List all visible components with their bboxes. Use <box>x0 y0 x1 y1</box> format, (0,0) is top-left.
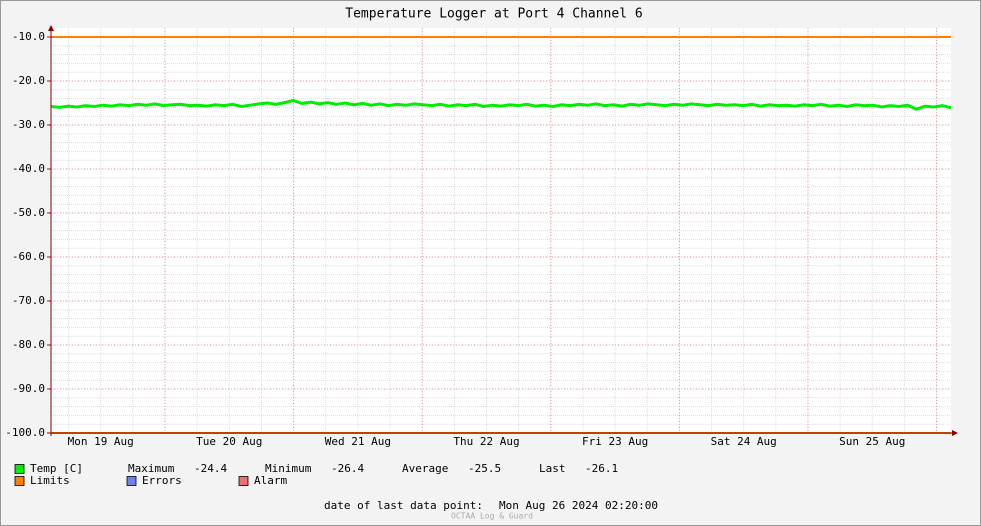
x-tick-label: Sun 25 Aug <box>839 435 905 448</box>
stat-value: -26.4 <box>331 462 364 475</box>
legend-swatch <box>126 476 137 486</box>
stat-label: Last <box>539 462 566 475</box>
legend-label: Errors <box>142 474 182 487</box>
y-tick-label: -60.0 <box>12 250 45 263</box>
legend-swatch <box>14 476 25 486</box>
chart-title: Temperature Logger at Port 4 Channel 6 <box>345 7 642 22</box>
temp-line <box>50 98 952 111</box>
footer-label: date of last data point: <box>324 499 483 512</box>
y-tick-label: -20.0 <box>12 74 45 87</box>
stat-label: Maximum <box>128 462 175 475</box>
x-axis-arrow <box>952 430 958 436</box>
x-tick-label: Mon 19 Aug <box>68 435 134 448</box>
y-tick-label: -80.0 <box>12 338 45 351</box>
stat-value: -24.4 <box>194 462 227 475</box>
grid <box>47 28 951 434</box>
legend-label: Limits <box>30 474 70 487</box>
y-tick-label: -50.0 <box>12 206 45 219</box>
stat-value: -25.5 <box>468 462 501 475</box>
y-tick-label: -40.0 <box>12 162 45 175</box>
stat-label: Minimum <box>265 462 312 475</box>
legend-label: Temp [C] <box>30 462 83 475</box>
legend-label: Alarm <box>254 474 287 487</box>
y-tick-label: -100.0 <box>5 426 45 439</box>
footer-date: Mon Aug 26 2024 02:20:00 <box>499 499 658 512</box>
y-tick-label: -70.0 <box>12 294 45 307</box>
x-tick-label: Fri 23 Aug <box>582 435 648 448</box>
stat-value: -26.1 <box>585 462 618 475</box>
stat-label: Average <box>402 462 448 475</box>
x-tick-label: Wed 21 Aug <box>325 435 391 448</box>
x-tick-label: Tue 20 Aug <box>196 435 262 448</box>
x-tick-label: Sat 24 Aug <box>711 435 777 448</box>
watermark: OCTAA Log & Guard <box>451 512 533 521</box>
legend-swatch <box>238 476 249 486</box>
y-tick-label: -30.0 <box>12 118 45 131</box>
y-axis-arrow <box>48 25 54 31</box>
y-tick-label: -90.0 <box>12 382 45 395</box>
y-tick-label: -10.0 <box>12 30 45 43</box>
legend-swatch <box>14 464 25 474</box>
x-tick-label: Thu 22 Aug <box>453 435 519 448</box>
